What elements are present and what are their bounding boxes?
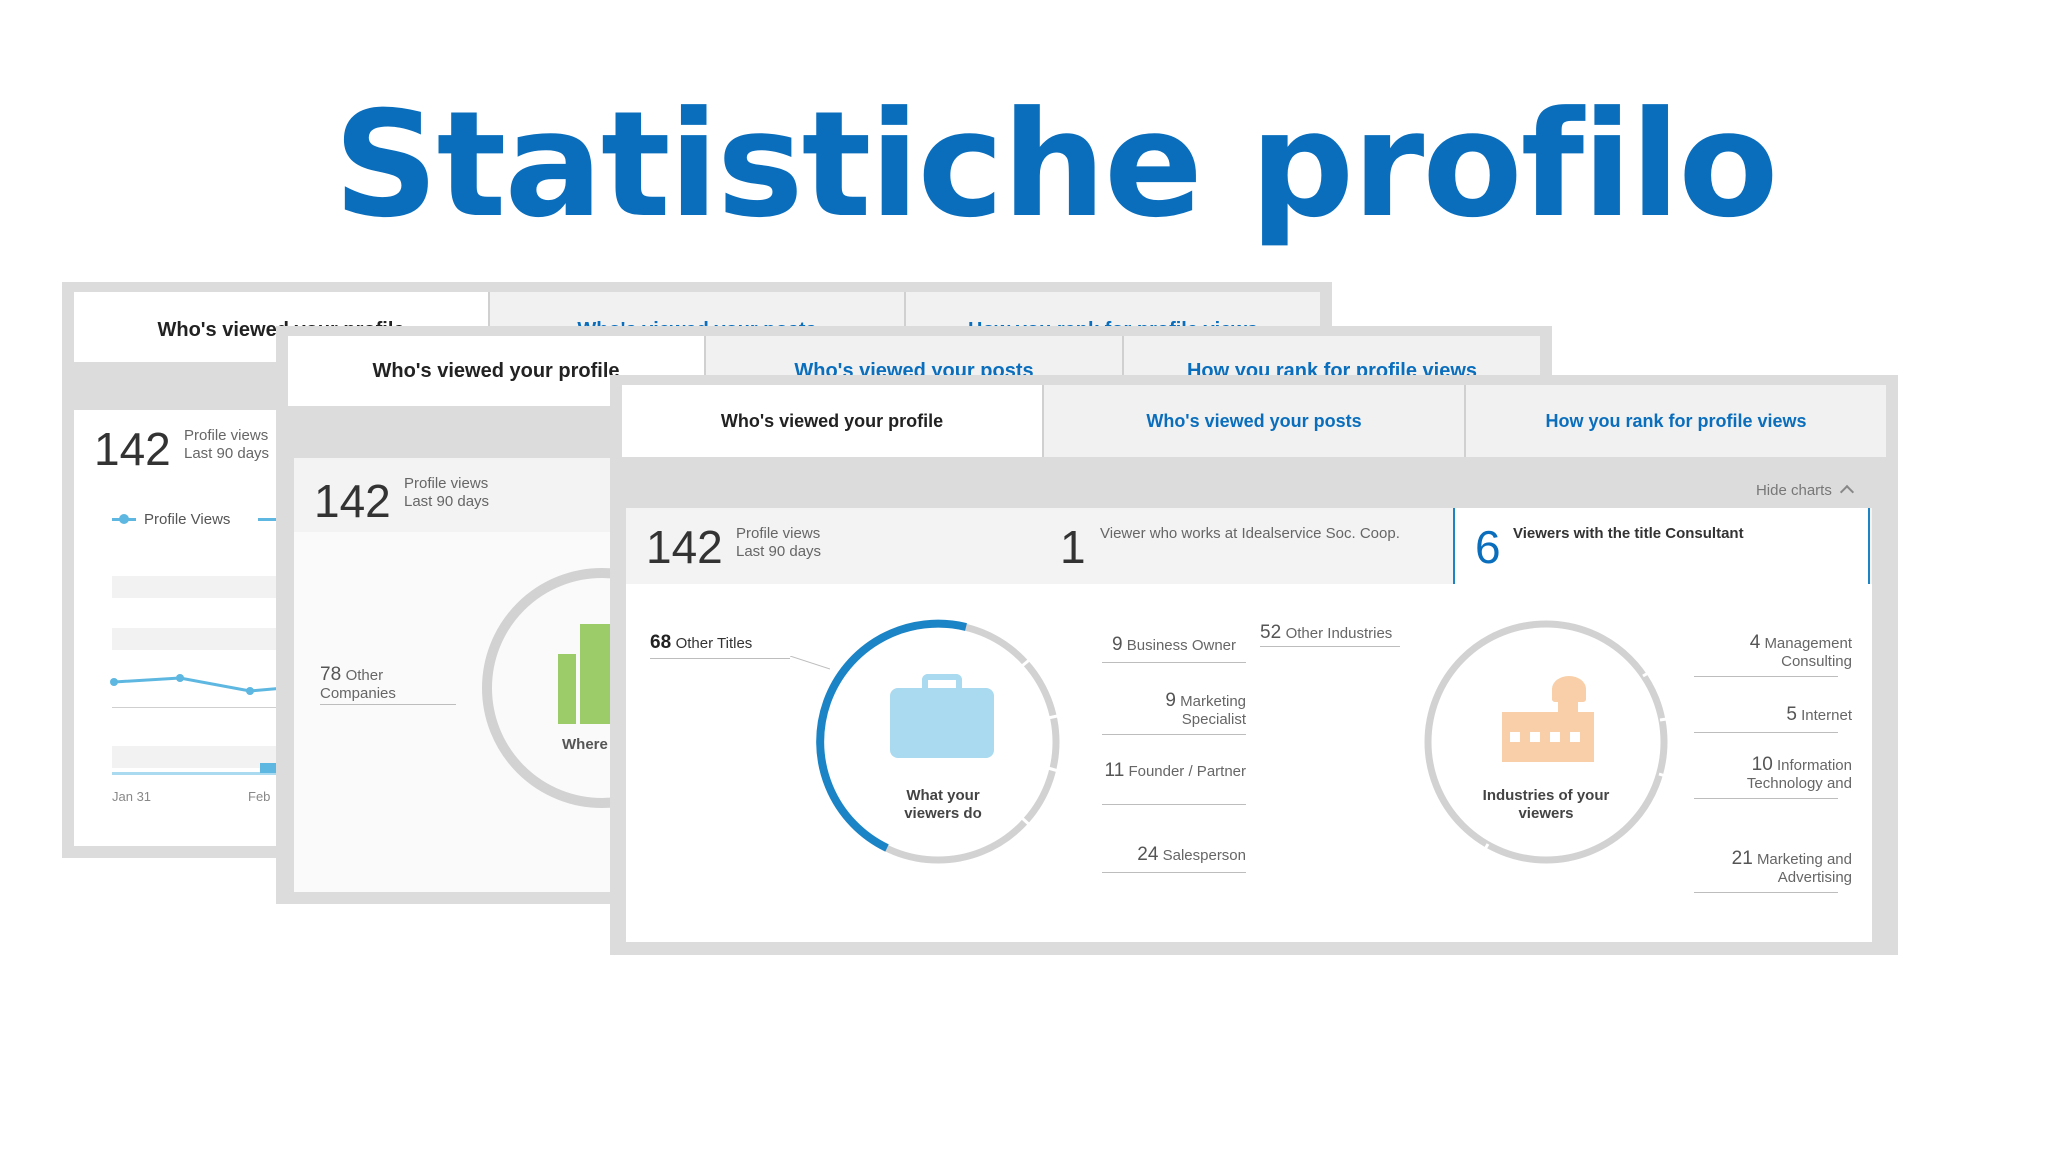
title-viewer-count: 6 [1475, 521, 1501, 573]
profile-views-period: Last 90 days [404, 493, 490, 510]
briefcase-icon [890, 674, 994, 758]
other-industries-count: 52 [1260, 622, 1282, 643]
profile-views-label: Profile views [184, 427, 269, 444]
hide-charts-label: Hide charts [1755, 482, 1832, 499]
other-titles-count: 68 [650, 632, 672, 653]
titles-donut-center-label: What your viewers do [904, 787, 982, 822]
industry-item-count: 21 [1731, 848, 1753, 869]
profile-views-count: 142 [646, 521, 723, 573]
tab-post-views[interactable]: Who's viewed your posts [1042, 385, 1464, 457]
leader-line [1102, 734, 1246, 735]
factory-icon [1502, 676, 1594, 762]
industry-item-label: Marketing and Advertising [1756, 851, 1852, 886]
legend-dot-icon [119, 514, 129, 524]
industries-donut-chart[interactable] [1418, 614, 1674, 870]
other-industries-callout[interactable]: 52 Other Industries [1260, 622, 1392, 644]
summary-row: 142 Profile views Last 90 days 1 Viewer … [626, 508, 1872, 584]
other-companies-label-1: Other [345, 667, 384, 684]
chart-legend-label: Profile Views [144, 511, 231, 528]
industry-item-count: 4 [1749, 632, 1761, 653]
leader-line [1102, 804, 1246, 805]
profile-views-period: Last 90 days [184, 445, 270, 462]
x-tick-label: Jan 31 [112, 789, 152, 804]
profile-views-count: 142 [94, 423, 171, 475]
other-companies-count: 78 [320, 664, 342, 685]
industries-donut-center-label: Industries of your viewers [1482, 787, 1610, 822]
profile-views-label: Profile views [404, 475, 489, 492]
other-industries-label: Other Industries [1285, 625, 1393, 642]
company-viewer-count[interactable]: 1 [1060, 521, 1086, 573]
leader-line [1260, 646, 1400, 647]
profile-views-label: Profile views [736, 525, 821, 542]
title-item-count: 11 [1104, 760, 1125, 781]
industry-item-label: Management Consulting [1764, 635, 1852, 670]
other-titles-callout[interactable]: 68 Other Titles [650, 632, 752, 654]
slide-title: Statistiche profilo [333, 80, 1778, 250]
title-item-count: 24 [1137, 844, 1159, 865]
other-companies-callout: 78 Other [320, 664, 383, 686]
x-tick-label: Feb [248, 789, 271, 804]
title-item-label: Marketing Specialist [1180, 693, 1246, 728]
other-titles-label: Other Titles [675, 635, 753, 652]
industry-item-count: 10 [1751, 754, 1773, 775]
chart-bar [260, 763, 290, 773]
building-icon [558, 624, 610, 724]
leader-line [1694, 798, 1838, 799]
title-item-salesperson[interactable]: 24 Salesperson [1066, 844, 1246, 865]
industry-item-internet[interactable]: 5 Internet [1694, 704, 1852, 725]
industry-item-information-technology[interactable]: 10 Information Technology and [1694, 754, 1852, 793]
leader-line [1694, 892, 1838, 893]
title-viewer-label: Viewers with the title Consultant [1513, 525, 1744, 542]
title-item-label: Salesperson [1162, 847, 1246, 864]
leader-line [1694, 676, 1838, 677]
tab-rank[interactable]: How you rank for profile views [1464, 385, 1886, 457]
industry-item-label: Internet [1801, 707, 1852, 724]
title-item-count: 9 [1112, 634, 1123, 655]
profile-views-count: 142 [314, 475, 391, 527]
title-item-label: Founder / Partner [1128, 763, 1246, 780]
leader-line [1694, 732, 1838, 733]
leader-line-diagonal [790, 656, 830, 670]
title-viewers-card[interactable]: 6 Viewers with the title Consultant [1453, 508, 1870, 584]
title-item-marketing-specialist[interactable]: 9 Marketing Specialist [1102, 690, 1246, 729]
leader-line [650, 658, 790, 659]
title-item-count: 9 [1165, 690, 1176, 711]
legend-line-icon-2 [258, 518, 282, 521]
leader-line [1102, 662, 1246, 663]
chart-bar-track [112, 772, 412, 775]
tab-bar: Who's viewed your profile Who's viewed y… [622, 385, 1886, 457]
industry-item-management-consulting[interactable]: 4 Management Consulting [1712, 632, 1852, 671]
chart-axis [112, 707, 412, 708]
company-viewer-label[interactable]: Viewer who works at Idealservice Soc. Co… [1100, 525, 1400, 542]
industry-item-label: Information Technology and [1746, 757, 1852, 792]
tab-profile-views[interactable]: Who's viewed your profile [622, 385, 1042, 457]
hide-charts-toggle[interactable]: Hide charts [1755, 482, 1855, 500]
leader-line [1102, 872, 1246, 873]
industry-item-marketing-advertising[interactable]: 21 Marketing and Advertising [1712, 848, 1852, 887]
profile-stats-window-front: Who's viewed your profile Who's viewed y… [610, 375, 1898, 955]
title-item-founder-partner[interactable]: 11 Founder / Partner [1102, 760, 1246, 781]
industry-item-count: 5 [1786, 704, 1797, 725]
title-item-business-owner[interactable]: 9 Business Owner [1066, 634, 1236, 655]
other-companies-label-2: Companies [320, 685, 396, 702]
chevron-up-icon [1839, 484, 1855, 500]
charts-panel: 68 Other Titles What your viewers do 9 B… [626, 584, 1872, 942]
profile-views-period: Last 90 days [736, 543, 822, 560]
titles-donut-chart[interactable] [810, 614, 1066, 870]
leader-line [320, 704, 456, 705]
title-item-label: Business Owner [1126, 637, 1236, 654]
